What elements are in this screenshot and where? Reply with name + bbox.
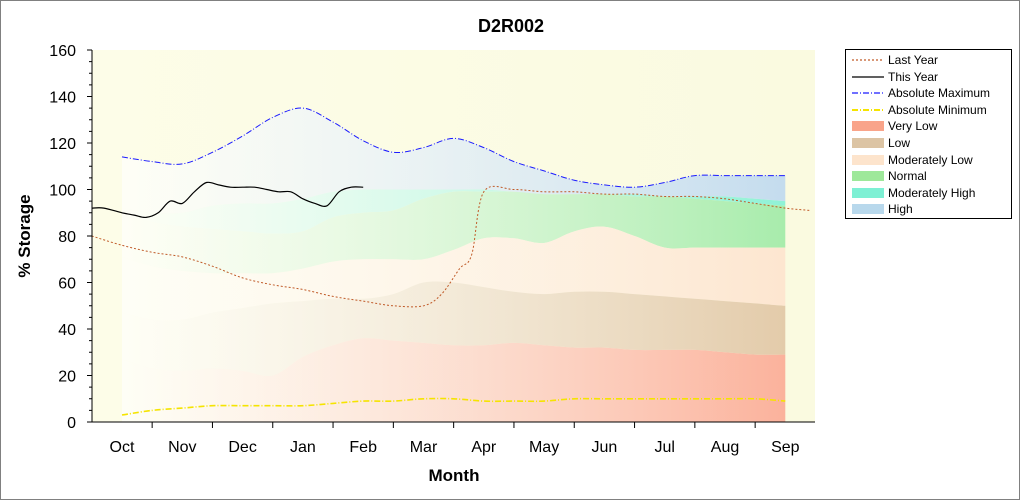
x-tick-label-jul: Jul bbox=[654, 439, 674, 456]
x-tick-label-jun: Jun bbox=[592, 439, 618, 456]
x-tick-label-feb: Feb bbox=[349, 439, 377, 456]
x-tick-label-dec: Dec bbox=[228, 439, 256, 456]
legend-fill bbox=[852, 154, 884, 165]
legend-item-absolute-maximum: Absolute Maximum bbox=[846, 85, 1011, 102]
legend-item-this-year: This Year bbox=[846, 69, 1011, 86]
series-line-absolute-minimum bbox=[121, 397, 786, 416]
series-line-last-year bbox=[91, 185, 810, 308]
legend-fill bbox=[852, 121, 884, 132]
legend-fill bbox=[852, 187, 884, 198]
legend-label: High bbox=[888, 202, 913, 217]
legend-swatch bbox=[852, 75, 884, 78]
legend-swatch bbox=[852, 108, 884, 111]
band-normal bbox=[122, 191, 786, 274]
legend-swatch bbox=[852, 154, 884, 165]
x-tick-label-apr: Apr bbox=[471, 439, 497, 456]
legend-swatch bbox=[852, 92, 884, 94]
x-tick-label-sep: Sep bbox=[771, 439, 800, 456]
x-tick-label-oct: Oct bbox=[110, 439, 135, 456]
legend-swatch bbox=[852, 121, 884, 132]
legend-label: Low bbox=[888, 136, 911, 150]
chart-title: D2R002 bbox=[478, 16, 544, 36]
legend-label: This Year bbox=[888, 69, 939, 84]
legend-label: Moderately Low bbox=[888, 152, 973, 167]
x-axis-title: Month bbox=[429, 466, 480, 485]
y-tick-label: 160 bbox=[49, 43, 76, 60]
legend-item-very-low: Very Low bbox=[846, 118, 1011, 135]
y-tick-label: 0 bbox=[67, 415, 76, 432]
legend-label: Absolute Maximum bbox=[888, 86, 991, 101]
legend-label: Very Low bbox=[888, 119, 938, 134]
legend-swatch bbox=[852, 138, 884, 148]
legend-item-high: High bbox=[846, 201, 1011, 218]
legend-label: Moderately High bbox=[888, 185, 976, 200]
legend-item-moderately-high: Moderately High bbox=[846, 185, 1011, 202]
legend-item-normal: Normal bbox=[846, 168, 1011, 185]
y-tick-label: 60 bbox=[58, 276, 76, 293]
x-tick-label-jan: Jan bbox=[290, 439, 316, 456]
legend-item-moderately-low: Moderately Low bbox=[846, 152, 1011, 169]
legend-fill bbox=[852, 171, 884, 182]
legend: Last Year This Year Absolute Maximum Absolu… bbox=[845, 49, 1012, 219]
band-low bbox=[122, 281, 786, 377]
y-tick-label: 20 bbox=[58, 369, 76, 386]
y-tick-label: 120 bbox=[49, 136, 76, 153]
legend-item-last-year: Last Year bbox=[846, 52, 1011, 69]
series-line-absolute-maximum bbox=[121, 107, 786, 188]
legend-swatch bbox=[852, 187, 884, 198]
band-very-low bbox=[122, 338, 786, 422]
legend-swatch bbox=[852, 171, 884, 182]
legend-fill bbox=[852, 138, 884, 148]
legend-swatch bbox=[852, 59, 884, 61]
legend-label: Normal bbox=[888, 169, 927, 184]
y-tick-label: 100 bbox=[49, 183, 76, 200]
legend-item-low: Low bbox=[846, 135, 1011, 152]
legend-label: Last Year bbox=[888, 53, 939, 67]
band-moderately-high bbox=[122, 189, 786, 234]
x-tick-label-mar: Mar bbox=[410, 439, 438, 456]
band-moderately-low bbox=[122, 226, 786, 321]
x-tick-label-aug: Aug bbox=[711, 439, 739, 456]
x-tick-label-may: May bbox=[529, 439, 559, 456]
y-tick-label: 40 bbox=[58, 322, 76, 339]
series-line-this-year bbox=[91, 181, 364, 219]
y-axis-title: % Storage bbox=[15, 194, 34, 277]
band-high bbox=[122, 108, 786, 214]
legend-swatch bbox=[852, 204, 884, 215]
x-tick-label-nov: Nov bbox=[168, 439, 196, 456]
legend-label: Absolute Minimum bbox=[888, 102, 987, 117]
y-tick-label: 140 bbox=[49, 90, 76, 107]
y-tick-label: 80 bbox=[58, 229, 76, 246]
legend-item-absolute-minimum: Absolute Minimum bbox=[846, 102, 1011, 119]
legend-fill bbox=[852, 204, 884, 215]
